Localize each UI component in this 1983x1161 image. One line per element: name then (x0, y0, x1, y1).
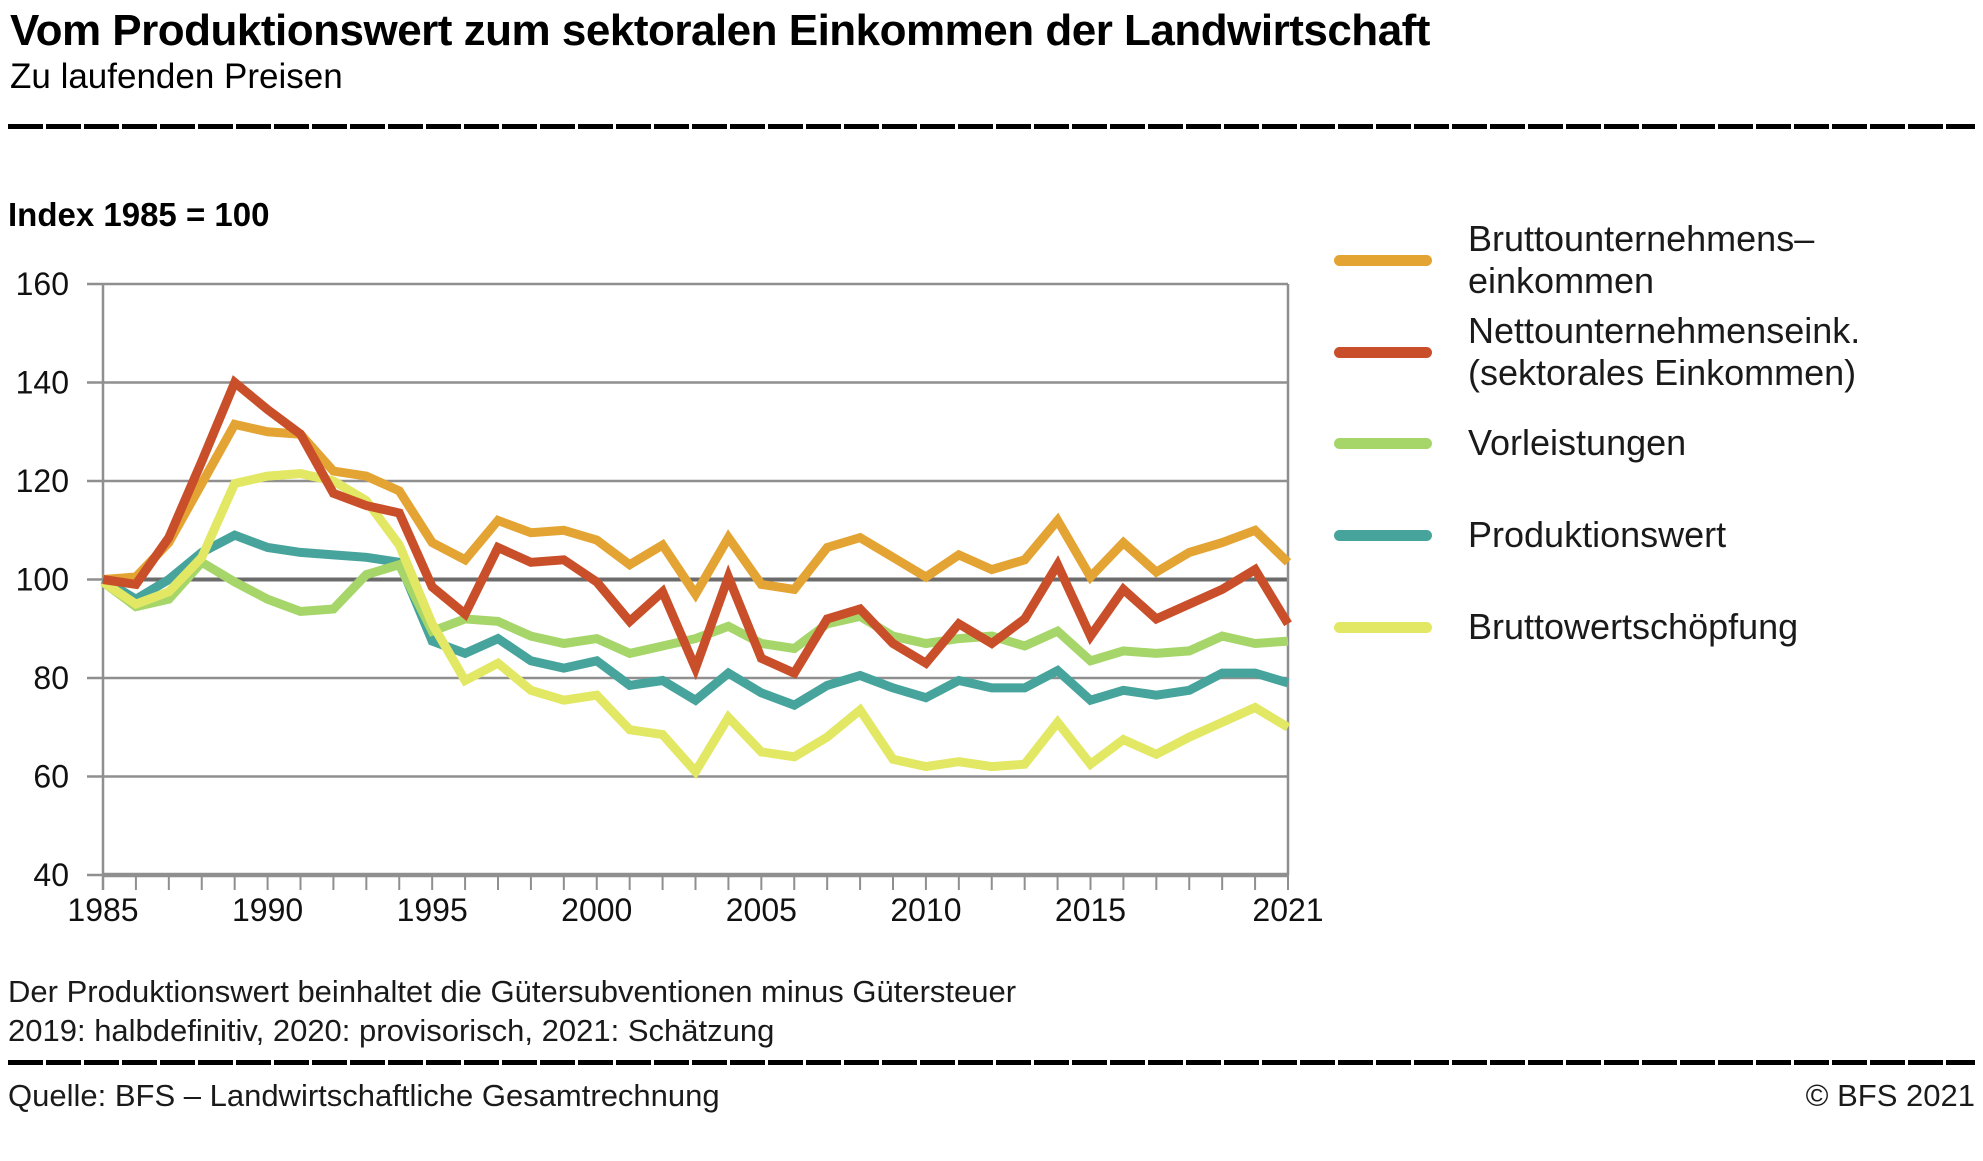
x-axis-label: 1985 (67, 892, 138, 928)
legend-label-line: (sektorales Einkommen) (1468, 352, 1857, 393)
copyright-text: © BFS 2021 (1805, 1078, 1975, 1113)
legend-swatch-produktionswert (1334, 529, 1432, 541)
legend-swatch-bruttounternehmenseinkommen (1334, 254, 1432, 266)
x-axis-label: 2005 (726, 892, 797, 928)
legend-item-produktionswert: Produktionswert (1334, 514, 1726, 556)
footnotes: Der Produktionswert beinhaltet die Güter… (8, 972, 1016, 1050)
x-axis-label: 2010 (890, 892, 961, 928)
y-axis-label: 60 (33, 759, 69, 795)
legend-swatch-vorleistungen (1334, 437, 1432, 449)
footnote-line-1: Der Produktionswert beinhaltet die Güter… (8, 974, 1017, 1009)
legend-label: Produktionswert (1468, 514, 1726, 556)
footer-row: Quelle: BFS – Landwirtschaftliche Gesamt… (8, 1078, 1975, 1114)
legend-label: Nettounternehmenseink. (sektorales Einko… (1468, 310, 1860, 394)
page-subtitle: Zu laufenden Preisen (10, 57, 343, 96)
legend-label-line: Vorleistungen (1468, 422, 1687, 463)
legend-item-vorleistungen: Vorleistungen (1334, 422, 1686, 464)
series-line-nettounternehmenseinkommen (102, 375, 1292, 681)
legend-item-bruttowertschoepfung: Bruttowertschöpfung (1334, 606, 1798, 648)
legend-swatch-nettounternehmenseinkommen (1334, 346, 1432, 358)
legend-item-bruttounternehmenseinkommen: Bruttounternehmens– einkommen (1334, 218, 1814, 302)
legend-label-line: Nettounternehmenseink. (1468, 310, 1861, 351)
legend-swatch-bruttowertschoepfung (1334, 621, 1432, 633)
page-title: Vom Produktionswert zum sektoralen Einko… (10, 6, 1430, 55)
series-line-produktionswert (100, 530, 1290, 711)
y-axis-label: 120 (16, 463, 69, 499)
y-axis-label: 40 (33, 857, 69, 893)
source-text: Quelle: BFS – Landwirtschaftliche Gesamt… (8, 1078, 720, 1113)
series-line-bruttounternehmenseinkommen (102, 419, 1292, 603)
x-axis-label: 1990 (232, 892, 303, 928)
x-axis-label: 1995 (397, 892, 468, 928)
footnote-line-2: 2019: halbdefinitiv, 2020: provisorisch,… (8, 1013, 775, 1048)
x-axis-label: 2015 (1055, 892, 1126, 928)
bottom-separator-line (8, 1060, 1975, 1065)
y-axis-label: 80 (33, 660, 69, 696)
x-axis-label: 2000 (561, 892, 632, 928)
y-axis-label: 140 (16, 365, 69, 401)
legend-label: Bruttounternehmens– einkommen (1468, 218, 1814, 302)
y-axis-label: 100 (16, 562, 69, 598)
legend-label-line: Bruttowertschöpfung (1468, 606, 1799, 647)
x-axis-label: 2021 (1252, 892, 1323, 928)
legend-label: Bruttowertschöpfung (1468, 606, 1798, 648)
series-line-bruttowertschoepfung (100, 469, 1291, 780)
series-line-vorleistungen (100, 556, 1289, 666)
legend-label-line: Bruttounternehmens– (1468, 218, 1815, 259)
legend-label: Vorleistungen (1468, 422, 1686, 464)
legend-label-line: Produktionswert (1468, 514, 1727, 555)
legend-label-line: einkommen (1468, 260, 1655, 301)
top-separator-line (8, 124, 1975, 129)
legend-item-nettounternehmenseinkommen: Nettounternehmenseink. (sektorales Einko… (1334, 310, 1860, 394)
y-axis-title: Index 1985 = 100 (8, 196, 270, 233)
y-axis-label: 160 (16, 266, 69, 302)
